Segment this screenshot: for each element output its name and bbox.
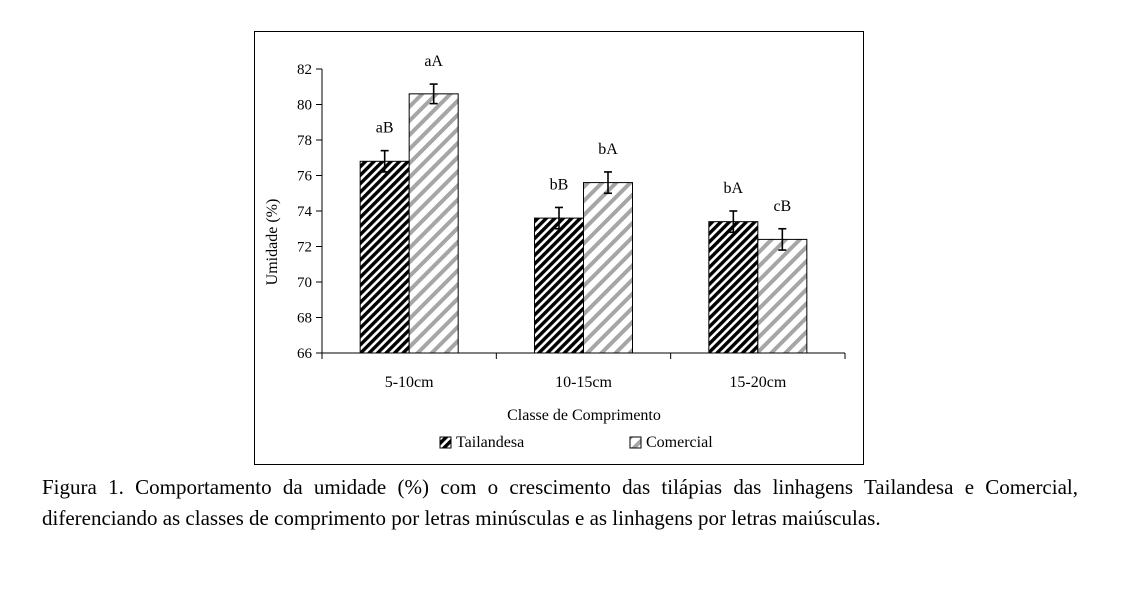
bar-labels: aB bB bA aA bA cB [376, 53, 791, 215]
bar-chart: 66 68 70 72 74 76 78 80 82 5-10cm 10-15cm 15-20cm a… [264, 53, 846, 451]
x-tick-label: 15-20cm [729, 374, 786, 391]
y-tick-label: 74 [297, 204, 313, 220]
bar-significance-label: bA [598, 141, 618, 158]
y-tick-label: 82 [297, 62, 312, 78]
bar [708, 221, 759, 354]
y-tick-label: 76 [297, 169, 313, 185]
legend-swatch [439, 436, 452, 449]
bars [359, 83, 808, 354]
bar [408, 93, 459, 354]
legend-label: Tailandesa [456, 434, 524, 451]
legend-swatch [629, 436, 642, 449]
chart-frame: 66 68 70 72 74 76 78 80 82 5-10cm 10-15cm 15-20cm a… [254, 31, 864, 465]
bar-significance-label: aB [376, 120, 394, 137]
bar-significance-label: bA [724, 180, 744, 197]
y-tick-label: 70 [297, 275, 312, 291]
y-tick-label: 80 [297, 98, 312, 114]
y-tick-label: 72 [297, 240, 312, 256]
bar-significance-label: aA [424, 53, 443, 70]
y-axis-title: Umidade (%) [264, 199, 281, 286]
x-axis-title: Classe de Comprimento [507, 407, 661, 424]
bar [583, 182, 633, 354]
bar [534, 217, 584, 354]
bar-significance-label: bB [550, 176, 569, 193]
figure-caption: Figura 1. Comportamento da umidade (%) c… [42, 475, 1078, 530]
bar-significance-label: cB [773, 198, 791, 215]
bar [757, 238, 808, 354]
y-tick-label: 66 [297, 346, 313, 362]
y-tick-label: 78 [297, 133, 312, 149]
legend-label: Comercial [646, 434, 713, 451]
bar [359, 160, 410, 354]
x-tick-label: 5-10cm [385, 374, 434, 391]
axes: 66 68 70 72 74 76 78 80 82 5-10cm 10-15cm 15-20cm [297, 62, 846, 391]
legend: Tailandesa Comercial [439, 434, 713, 451]
x-tick-label: 10-15cm [555, 374, 612, 391]
y-tick-label: 68 [297, 311, 312, 327]
